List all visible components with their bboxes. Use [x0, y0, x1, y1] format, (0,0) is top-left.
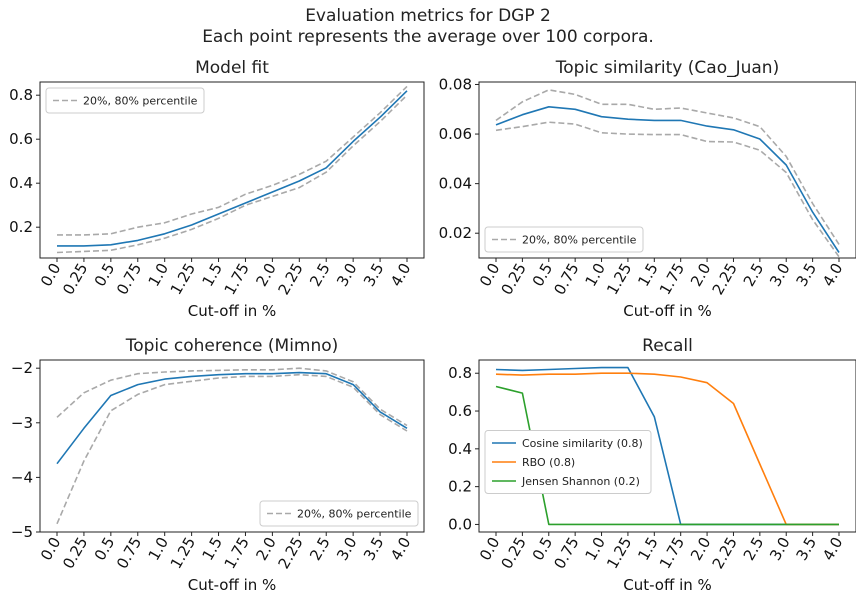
legend-box [484, 430, 652, 494]
x-tick-label: 1.25 [167, 534, 199, 572]
subplot-3: Topic coherence (Mimno)−5−4−3−20.00.25 0.… [11, 336, 425, 594]
x-tick-label: 4.0 [387, 534, 415, 564]
y-tick-label: 0.2 [9, 218, 33, 236]
x-tick-label: 0.75 [113, 534, 145, 572]
figure-subtitle: Each point represents the average over 1… [202, 27, 654, 47]
y-tick-label: 0.06 [439, 125, 472, 143]
x-tick-label: 3.0 [333, 534, 361, 564]
x-tick-label: 1.25 [167, 260, 199, 298]
y-tick-label: 0.6 [448, 402, 472, 420]
x-axis-label: Cut-off in % [623, 576, 712, 594]
y-tick-label: 0.2 [448, 478, 472, 496]
x-tick-label: 0.75 [550, 260, 582, 298]
legend-box [484, 226, 644, 253]
y-tick-label: 0.04 [439, 175, 472, 193]
legend-label: Cosine similarity (0.8) [522, 437, 643, 450]
x-tick-label: 0.75 [113, 260, 145, 298]
series-line-80-percentile [495, 89, 840, 245]
y-tick-label: 0.8 [9, 86, 33, 104]
x-axis-label: Cut-off in % [188, 302, 277, 320]
series-line-20-percentile [56, 94, 408, 254]
subplot-title: Topic similarity (Cao_Juan) [555, 58, 779, 78]
y-tick-label: −3 [11, 414, 33, 432]
y-tick-label: −4 [11, 468, 33, 486]
legend-label: 20%, 80% percentile [297, 508, 412, 521]
x-tick-label: 1.75 [656, 260, 688, 298]
x-tick-label: 2.5 [740, 534, 768, 564]
subplot-4: Recall0.00.20.40.60.80.00.250.50.751.01.… [448, 336, 856, 594]
series-line-jensen [495, 385, 839, 526]
x-tick-label: 0.25 [498, 534, 530, 572]
x-tick-label: 2.5 [740, 260, 768, 290]
y-tick-label: 0.6 [9, 130, 33, 148]
legend-box [259, 500, 419, 527]
x-tick-label: 3.0 [766, 534, 794, 564]
figure-title: Evaluation metrics for DGP 2 [305, 6, 551, 26]
legend-box [45, 87, 205, 114]
x-tick-label: 0.25 [498, 260, 530, 298]
series-line-80-percentile [57, 85, 408, 236]
legend: 20%, 80% percentile [45, 87, 205, 114]
subplot-2: Topic similarity (Cao_Juan) 0.02 0.04 0.06 0… [439, 58, 856, 320]
axes-frame [478, 81, 856, 259]
y-tick-label: 0.0 [448, 515, 472, 533]
x-tick-label: 3.5 [360, 260, 388, 290]
legend: 20%, 80% percentile [484, 226, 644, 253]
axes-frame [478, 359, 856, 533]
series-line-rbo [495, 372, 839, 526]
y-tick-label: 0.8 [448, 364, 472, 382]
series-line-20-percentile [56, 373, 408, 525]
x-tick-label: 1.25 [603, 260, 635, 298]
x-tick-label: 2.5 [306, 534, 334, 564]
x-tick-label: 3.0 [766, 260, 794, 290]
subplot-title: Model fit [195, 58, 269, 78]
axes-frame [39, 81, 425, 259]
legend-label: RBO (0.8) [522, 456, 575, 469]
x-tick-label: 4.0 [819, 260, 847, 290]
y-tick-label: 0.02 [439, 224, 472, 242]
x-tick-label: 0.25 [59, 260, 91, 298]
y-tick-label: 0.4 [9, 174, 33, 192]
legend-label: 20%, 80% percentile [522, 234, 637, 247]
x-tick-label: 0.25 [59, 534, 91, 572]
series-line-mean [56, 371, 408, 465]
legend: Cosine similarity (0.8) RBO (0.8) Jensen S… [484, 430, 652, 494]
y-tick-label: −2 [11, 359, 33, 377]
x-tick-label: 2.25 [709, 534, 741, 572]
subplot-title: Topic coherence (Mimno) [125, 336, 339, 356]
x-tick-label: 2.25 [709, 260, 741, 298]
x-tick-label: 4.0 [819, 534, 847, 564]
series-line-mean [495, 106, 840, 253]
x-tick-label: 3.5 [793, 260, 821, 290]
x-tick-label: 1.75 [221, 260, 253, 298]
x-tick-label: 2.25 [274, 260, 306, 298]
x-tick-label: 3.5 [793, 534, 821, 564]
legend-label: 20%, 80% percentile [83, 95, 198, 108]
x-tick-label: 2.5 [306, 260, 334, 290]
x-tick-label: 0.75 [550, 534, 582, 572]
series-line-20-percentile [495, 121, 840, 258]
series-line-80-percentile [56, 367, 408, 427]
x-tick-label: 4.0 [387, 260, 415, 290]
x-tick-label: 3.0 [333, 260, 361, 290]
x-tick-label: 3.5 [360, 534, 388, 564]
x-tick-label: 1.75 [221, 534, 253, 572]
x-axis-label: Cut-off in % [623, 302, 712, 320]
x-tick-label: 1.25 [603, 534, 635, 572]
y-tick-label: −5 [11, 523, 33, 541]
x-axis-label: Cut-off in % [188, 576, 277, 594]
axes-frame [39, 359, 425, 533]
y-tick-label: 0.08 [439, 75, 472, 93]
x-tick-label: 1.75 [656, 534, 688, 572]
legend-label: Jensen Shannon (0.2) [521, 475, 640, 488]
legend: 20%, 80% percentile [259, 500, 419, 527]
x-tick-label: 2.25 [274, 534, 306, 572]
series-line-mean [57, 90, 408, 247]
y-tick-label: 0.4 [448, 440, 472, 458]
subplot-title: Recall [642, 336, 693, 356]
